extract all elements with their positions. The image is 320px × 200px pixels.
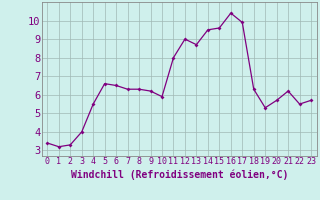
X-axis label: Windchill (Refroidissement éolien,°C): Windchill (Refroidissement éolien,°C) [70, 169, 288, 180]
